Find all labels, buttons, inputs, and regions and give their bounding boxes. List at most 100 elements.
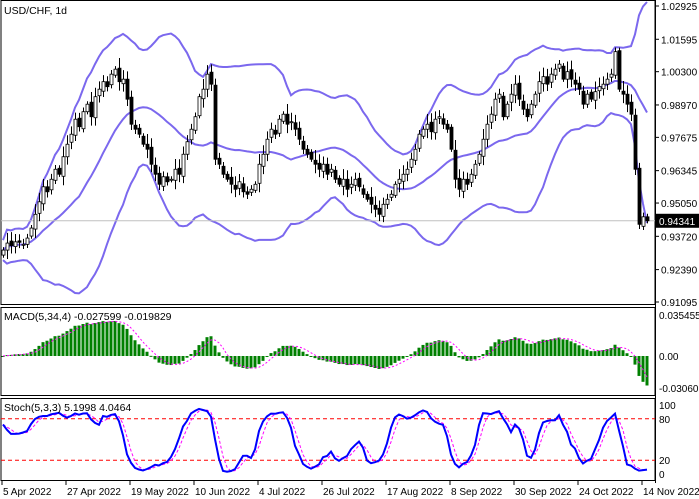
macd-histogram-bar (509, 339, 513, 356)
candle-body (453, 149, 458, 180)
macd-histogram-bar (517, 338, 521, 356)
candle-body (461, 178, 466, 192)
price-tick-label: 1.02925 (661, 2, 698, 13)
candle-body (425, 123, 430, 130)
macd-histogram-bar (117, 323, 121, 356)
macd-histogram-bar (53, 336, 57, 356)
candle-body (273, 129, 278, 135)
macd-histogram-bar (113, 321, 117, 356)
candle-body (449, 126, 454, 150)
candle-body (325, 163, 330, 175)
candle-body (489, 113, 494, 123)
candle-body (609, 73, 614, 78)
candle-body (109, 73, 114, 86)
candle-body (265, 138, 270, 155)
price-tick-label: 0.96345 (661, 167, 698, 178)
candle-body (409, 158, 414, 168)
candle-body (209, 71, 214, 85)
candle-body (57, 167, 62, 175)
candle-body (89, 101, 94, 118)
macd-histogram-bar (69, 328, 73, 356)
candle-body (61, 156, 66, 177)
candle-body (117, 67, 122, 83)
macd-histogram-bar (473, 356, 477, 360)
candle-body (553, 68, 558, 76)
macd-histogram-bar (77, 325, 81, 356)
candle-body (521, 100, 526, 110)
macd-histogram-bar (105, 321, 109, 356)
candle-body (469, 173, 474, 183)
candle-body (53, 168, 58, 181)
candle-body (73, 118, 78, 136)
candle-body (297, 127, 302, 140)
macd-histogram-bar (477, 356, 481, 358)
candle-body (5, 242, 10, 251)
candle-body (577, 82, 582, 90)
candle-body (605, 78, 610, 85)
candle-body (153, 164, 158, 175)
macd-histogram-bar (373, 356, 377, 368)
price-tick-label: 0.93720 (661, 232, 698, 243)
candle-body (337, 177, 342, 185)
macd-histogram-bar (605, 349, 609, 356)
date-tick-label: 30 Sep 2022 (515, 487, 572, 498)
macd-histogram-bar (257, 356, 261, 365)
macd-histogram-bar (369, 356, 373, 368)
price-tick-label: 0.91095 (661, 298, 698, 309)
candle-body (385, 198, 390, 205)
candle-body (217, 157, 222, 165)
macd-histogram-bar (45, 340, 49, 356)
candle-body (161, 176, 166, 187)
candle-body (573, 79, 578, 85)
macd-histogram-bar (409, 354, 413, 356)
candle-body (581, 90, 586, 105)
candle-body (457, 177, 462, 190)
macd-histogram-bar (213, 345, 217, 356)
candle-body (421, 128, 426, 137)
candle-body (477, 153, 482, 164)
candle-body (401, 173, 406, 182)
candle-body (369, 196, 374, 205)
candle-body (481, 138, 486, 157)
macd-histogram-bar (577, 345, 581, 356)
candle-body (93, 96, 98, 119)
candle-body (229, 176, 234, 185)
macd-histogram-bar (109, 321, 113, 356)
candle-body (181, 153, 186, 177)
candle-body (353, 178, 358, 186)
candle-body (321, 163, 326, 172)
current-price-label: 0.94341 (659, 217, 696, 228)
candle-body (213, 84, 218, 160)
macd-histogram-bar (629, 356, 633, 357)
candle-body (289, 121, 294, 124)
macd-histogram-bar (645, 356, 649, 386)
candle-body (417, 133, 422, 149)
macd-histogram-bar (101, 321, 105, 356)
macd-histogram-bar (549, 339, 553, 356)
macd-histogram-bar (197, 345, 201, 356)
candle-body (397, 178, 402, 184)
macd-histogram-bar (505, 340, 509, 356)
candle-body (413, 148, 418, 161)
macd-histogram-bar (389, 356, 393, 366)
stoch-label: Stoch(5,3,3) 5.1998 4.0464 (4, 402, 131, 414)
macd-histogram-bar (93, 323, 97, 356)
candle-body (341, 178, 346, 187)
candle-body (317, 162, 322, 170)
macd-histogram-bar (521, 340, 525, 356)
macd-histogram-bar (625, 353, 629, 356)
candle-body (517, 82, 522, 100)
macd-histogram-bar (529, 343, 533, 356)
macd-histogram-bar (125, 328, 129, 356)
macd-histogram-bar (265, 356, 269, 357)
macd-histogram-bar (149, 355, 153, 357)
macd-histogram-bar (261, 356, 265, 361)
macd-histogram-bar (609, 348, 613, 356)
stoch-tick-label: 100 (659, 401, 676, 412)
macd-histogram-bar (349, 356, 353, 365)
bollinger-upper-band (2, 1, 648, 241)
macd-histogram-bar (445, 342, 449, 356)
macd-histogram-bar (533, 343, 537, 356)
